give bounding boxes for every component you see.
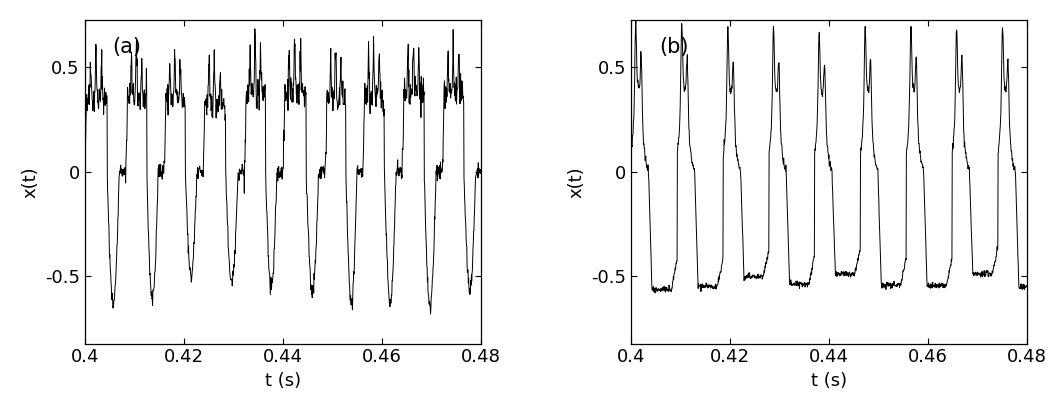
- Y-axis label: x(t): x(t): [568, 166, 586, 198]
- Text: (a): (a): [112, 37, 142, 56]
- Text: (b): (b): [659, 37, 688, 56]
- X-axis label: t (s): t (s): [265, 372, 301, 390]
- X-axis label: t (s): t (s): [811, 372, 847, 390]
- Y-axis label: x(t): x(t): [21, 166, 39, 198]
